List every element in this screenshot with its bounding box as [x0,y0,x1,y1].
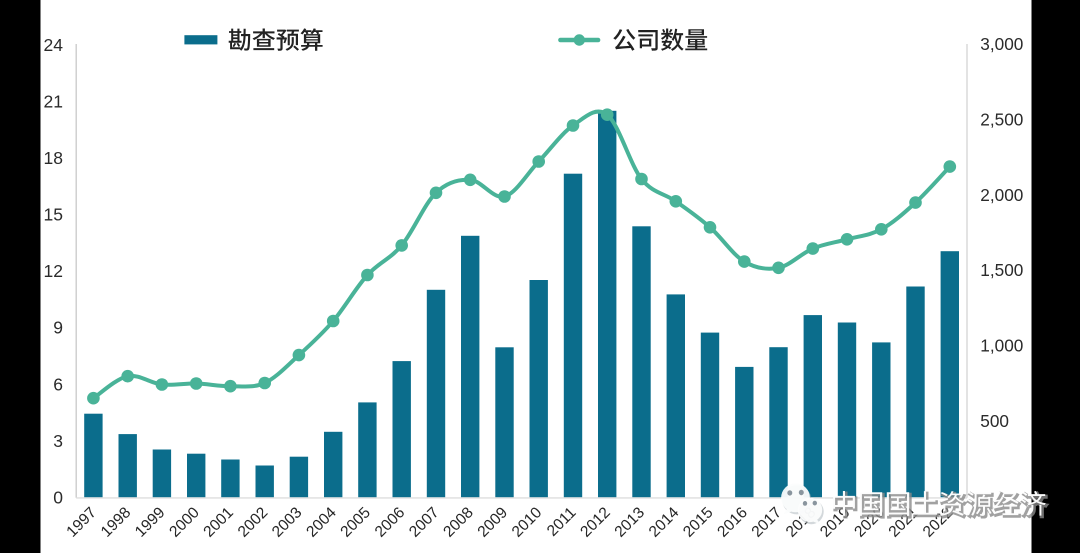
svg-text:6: 6 [53,374,63,394]
svg-text:12: 12 [44,261,63,281]
svg-text:24: 24 [44,35,64,55]
svg-text:1,500: 1,500 [980,260,1023,280]
svg-text:0: 0 [53,487,63,507]
svg-text:15: 15 [44,205,63,225]
svg-text:500: 500 [980,411,1009,431]
svg-text:1,000: 1,000 [980,336,1023,356]
svg-text:9: 9 [53,318,63,338]
svg-text:18: 18 [44,148,63,168]
svg-text:3: 3 [53,431,63,451]
svg-text:2,000: 2,000 [980,185,1023,205]
svg-text:2,500: 2,500 [980,109,1023,129]
svg-text:3,000: 3,000 [980,34,1023,54]
svg-text:21: 21 [44,92,63,112]
